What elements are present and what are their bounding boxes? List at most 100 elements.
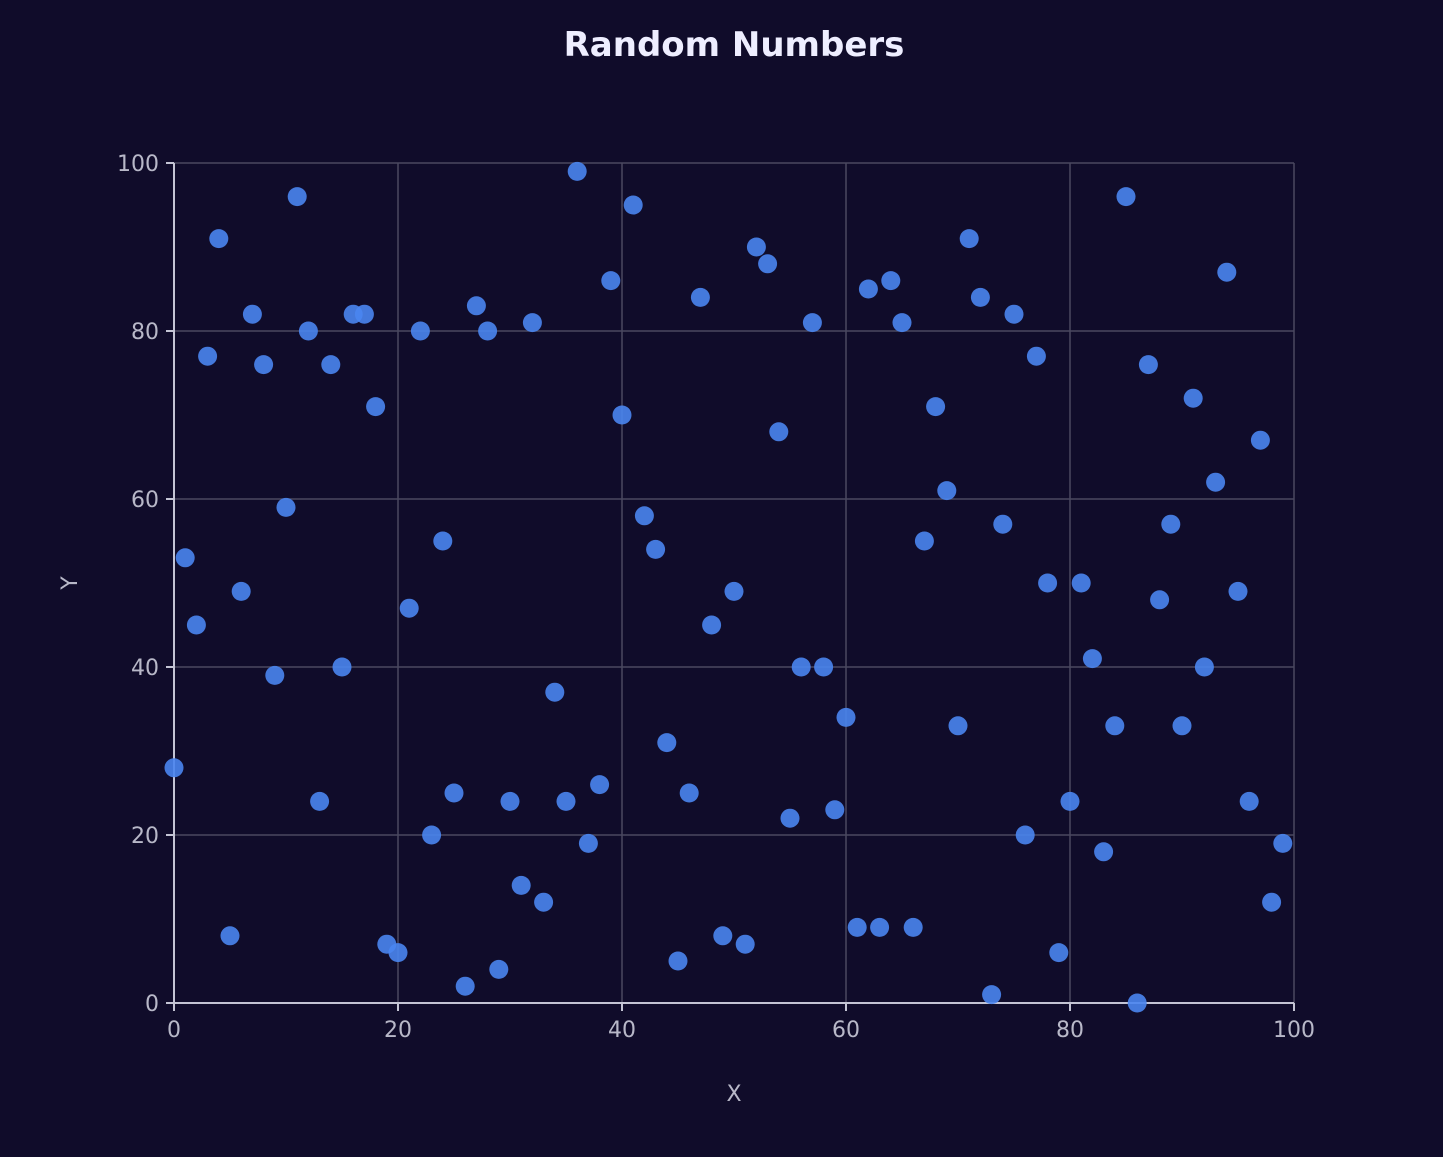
data-point	[769, 422, 789, 442]
data-point	[970, 287, 990, 307]
data-point	[590, 775, 610, 795]
data-point	[1138, 355, 1158, 375]
data-point	[1150, 590, 1170, 610]
data-point	[858, 279, 878, 299]
data-point	[242, 304, 262, 324]
data-point	[1038, 573, 1058, 593]
data-point	[511, 875, 531, 895]
data-point	[500, 791, 520, 811]
data-point	[892, 313, 912, 333]
data-point	[410, 321, 430, 341]
data-point	[1049, 943, 1069, 963]
data-point	[623, 195, 643, 215]
chart-title: Random Numbers	[564, 25, 905, 65]
data-point	[388, 943, 408, 963]
data-point	[903, 917, 923, 937]
x-axis-title: X	[726, 1082, 741, 1107]
data-point	[668, 951, 688, 971]
data-point	[948, 716, 968, 736]
data-point	[1094, 842, 1114, 862]
x-tick-label: 80	[1056, 1018, 1084, 1043]
y-tick-label: 40	[131, 656, 159, 681]
data-point	[836, 707, 856, 727]
data-point	[455, 976, 475, 996]
data-point	[870, 917, 890, 937]
data-point	[814, 657, 834, 677]
y-tick-label: 80	[131, 320, 159, 345]
data-point	[1183, 388, 1203, 408]
data-point	[1228, 581, 1248, 601]
data-point	[354, 304, 374, 324]
axes	[166, 162, 1295, 1011]
data-point	[724, 581, 744, 601]
data-point	[366, 397, 386, 417]
data-point	[959, 229, 979, 249]
data-point	[1071, 573, 1091, 593]
data-point	[1082, 649, 1102, 669]
data-point	[1262, 892, 1282, 912]
data-point	[657, 733, 677, 753]
data-point	[646, 539, 666, 559]
data-point	[1116, 187, 1136, 207]
x-tick-label: 100	[1273, 1018, 1315, 1043]
data-point	[1161, 514, 1181, 534]
data-point	[310, 791, 330, 811]
data-point	[422, 825, 442, 845]
data-point	[1004, 304, 1024, 324]
data-point	[1273, 833, 1293, 853]
data-point	[1026, 346, 1046, 366]
data-point	[534, 892, 554, 912]
data-point	[791, 657, 811, 677]
data-point	[198, 346, 218, 366]
data-point	[231, 581, 251, 601]
data-point	[937, 481, 957, 501]
data-point	[881, 271, 901, 291]
data-point	[478, 321, 498, 341]
data-point	[578, 833, 598, 853]
data-point	[522, 313, 542, 333]
data-point	[332, 657, 352, 677]
data-point	[466, 296, 486, 316]
data-point	[567, 161, 587, 181]
y-tick-label: 60	[131, 488, 159, 513]
data-point	[276, 497, 296, 517]
data-point	[780, 808, 800, 828]
data-point	[220, 926, 240, 946]
data-point	[321, 355, 341, 375]
data-point	[287, 187, 307, 207]
data-point	[1206, 472, 1226, 492]
data-point	[993, 514, 1013, 534]
data-point	[1127, 993, 1147, 1013]
data-point	[1239, 791, 1259, 811]
x-tick-label: 40	[608, 1018, 636, 1043]
data-point	[926, 397, 946, 417]
data-point	[444, 783, 464, 803]
y-tick-label: 0	[145, 992, 159, 1017]
data-point	[1250, 430, 1270, 450]
data-point	[164, 758, 184, 778]
data-point	[209, 229, 229, 249]
data-point	[634, 506, 654, 526]
x-tick-label: 60	[832, 1018, 860, 1043]
data-point	[265, 665, 285, 685]
data-point	[758, 254, 778, 274]
y-axis-title: Y	[58, 576, 83, 591]
data-point	[399, 598, 419, 618]
data-point	[298, 321, 318, 341]
data-point	[556, 791, 576, 811]
data-point	[612, 405, 632, 425]
tick-labels: 0 20 40 60 80 100 0 20 40 60 80 100	[117, 152, 1315, 1043]
y-tick-label: 100	[117, 152, 159, 177]
x-tick-label: 20	[384, 1018, 412, 1043]
y-tick-label: 20	[131, 824, 159, 849]
data-point	[735, 934, 755, 954]
data-point	[702, 615, 722, 635]
data-point	[679, 783, 699, 803]
data-point	[982, 985, 1002, 1005]
data-point	[847, 917, 867, 937]
data-point	[1172, 716, 1192, 736]
data-point	[1217, 262, 1237, 282]
data-point	[914, 531, 934, 551]
grid-lines	[174, 162, 1295, 1003]
